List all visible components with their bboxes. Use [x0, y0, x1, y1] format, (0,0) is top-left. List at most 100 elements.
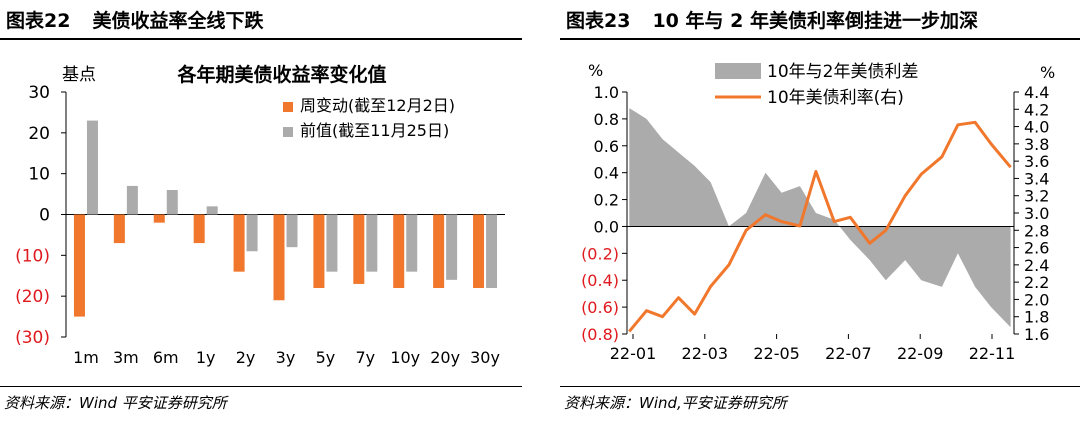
spread-right-tick-label: 2.2: [1024, 273, 1049, 292]
bar-y-unit-label: 基点: [62, 65, 96, 85]
bar-previous-value: [286, 214, 298, 248]
bar-legend-swatch: [283, 127, 293, 137]
spread-left-tick-label: (0.6): [581, 298, 619, 317]
spread-left-unit-label: %: [588, 61, 603, 80]
bar-previous-value: [166, 190, 178, 215]
left-bottom-rule: [0, 386, 522, 387]
bar-x-tick-label: 7y: [355, 348, 375, 367]
bar-weekly-change: [273, 214, 285, 301]
right-bottom-rule: [560, 386, 1080, 387]
spread-area-series: [629, 108, 1011, 328]
left-top-rule: [0, 38, 522, 40]
bar-legend-label: 前值(截至11月25日): [300, 121, 449, 140]
bar-previous-value: [86, 120, 98, 215]
bar-x-tick-label: 1m: [73, 348, 99, 367]
spread-right-tick-label: 4.0: [1024, 118, 1049, 137]
spread-right-tick-label: 2.8: [1024, 221, 1049, 240]
left-source-note: 资料来源：Wind 平安证券研究所: [4, 394, 227, 412]
bar-weekly-change: [473, 214, 485, 288]
bar-x-tick-label: 20y: [430, 348, 460, 367]
bar-weekly-change: [113, 214, 125, 244]
right-source-note: 资料来源：Wind,平安证券研究所: [564, 394, 787, 412]
bar-weekly-change: [313, 214, 325, 288]
left-header: 图表22 美债收益率全线下跌: [6, 6, 263, 33]
bar-legend-label: 周变动(截至12月2日): [300, 96, 455, 115]
bar-previous-value: [206, 206, 218, 215]
spread-left-tick-label: 1.0: [594, 83, 619, 102]
bar-previous-value: [326, 214, 338, 272]
left-figure-title: 美债收益率全线下跌: [92, 10, 264, 32]
spread-right-tick-label: 1.8: [1024, 308, 1049, 327]
spread-right-tick-label: 3.0: [1024, 204, 1049, 223]
bar-previous-value: [406, 214, 418, 272]
bar-chart: 30 20 10 0 (10) (20) (30) 基点 各年期美债收益率变化值周变动(截至12…: [15, 63, 505, 367]
spread-left-tick-label: (0.4): [581, 271, 619, 290]
spread-right-tick-label: 3.2: [1024, 187, 1049, 206]
spread-left-tick-label: 0.6: [594, 137, 619, 156]
spread-right-tick-label: 2.0: [1024, 290, 1049, 309]
left-figure-number: 图表22: [6, 10, 71, 32]
spread-legend-label-line: 10年美债利率(右): [767, 88, 904, 108]
bar-chart-title: 各年期美债收益率变化值: [176, 63, 386, 86]
right-figure-number: 图表23: [566, 10, 631, 32]
bar-previous-value: [446, 214, 458, 280]
bar-x-tick-label: 5y: [316, 348, 336, 367]
bar-x-tick-label: 3m: [113, 348, 139, 367]
spread-right-tick-label: 2.6: [1024, 239, 1049, 258]
bar-previous-value: [126, 185, 138, 215]
spread-right-tick-label: 3.4: [1024, 169, 1049, 188]
bar-weekly-change: [353, 214, 365, 284]
left-panel: 图表22 美债收益率全线下跌 30 20 10 0 (10) (20) (30) 基点 各年期美债…: [0, 0, 522, 425]
bar-x-tick-label: 1y: [196, 348, 216, 367]
spread-right-tick-label: 3.6: [1024, 152, 1049, 171]
bar-y-tick-label: 20: [28, 124, 50, 144]
spread-x-tick-label: 22-03: [682, 344, 729, 363]
right-panel: 图表23 10 年与 2 年美债利率倒挂进一步加深 1.0 0.8 0.6 0.4 0.2…: [560, 0, 1080, 425]
bar-weekly-change: [233, 214, 245, 272]
spread-right-tick-label: 4.2: [1024, 100, 1049, 119]
bar-y-tick-label: 10: [28, 165, 50, 185]
bar-x-tick-label: 3y: [276, 348, 296, 367]
bar-weekly-change: [153, 214, 165, 223]
yield-line-series: [628, 120, 1012, 333]
spread-legend-swatch-area: [715, 63, 761, 79]
spread-left-tick-label: 0.8: [594, 110, 619, 129]
spread-right-tick-label: 1.6: [1024, 325, 1049, 344]
spread-left-tick-label: 0.0: [594, 217, 619, 236]
spread-x-tick-label: 22-11: [969, 344, 1016, 363]
bar-weekly-change: [433, 214, 445, 288]
bar-y-tick-label: (30): [15, 328, 50, 348]
bar-weekly-change: [73, 214, 85, 317]
right-figure-title: 10 年与 2 年美债利率倒挂进一步加深: [652, 10, 978, 32]
spread-x-tick-label: 22-05: [753, 344, 800, 363]
spread-legend-label-area: 10年与2年美债利差: [767, 62, 918, 82]
bar-y-tick-label: 30: [28, 83, 50, 103]
bar-x-tick-label: 30y: [470, 348, 500, 367]
bar-y-tick-label: (10): [15, 246, 50, 266]
bar-y-tick-label: (20): [15, 287, 50, 307]
bar-x-tick-label: 2y: [236, 348, 256, 367]
spread-left-tick-label: (0.2): [581, 244, 619, 263]
spread-right-tick-label: 4.4: [1024, 83, 1049, 102]
spread-x-tick-label: 22-09: [897, 344, 944, 363]
spread-x-tick-label: 22-01: [610, 344, 657, 363]
right-top-rule: [560, 38, 1080, 40]
spread-right-tick-label: 2.4: [1024, 256, 1049, 275]
right-header: 图表23 10 年与 2 年美债利率倒挂进一步加深: [566, 6, 978, 33]
bar-y-tick-label: 0: [39, 206, 50, 226]
bar-weekly-change: [193, 214, 205, 244]
bar-weekly-change: [393, 214, 405, 288]
spread-left-tick-label: 0.2: [594, 191, 619, 210]
bar-x-tick-label: 6m: [153, 348, 179, 367]
bar-previous-value: [486, 214, 498, 288]
spread-left-tick-label: 0.4: [594, 164, 619, 183]
spread-left-tick-label: (0.8): [581, 325, 619, 344]
spread-line-chart: 1.00.80.60.40.20.0(0.2)(0.4)(0.6)(0.8)%4…: [581, 61, 1055, 363]
bar-legend-swatch: [283, 102, 293, 112]
bar-previous-value: [366, 214, 378, 272]
spread-x-tick-label: 22-07: [825, 344, 872, 363]
bar-previous-value: [246, 214, 258, 252]
bar-x-tick-label: 10y: [390, 348, 420, 367]
spread-right-tick-label: 3.8: [1024, 135, 1049, 154]
spread-right-unit-label: %: [1040, 63, 1055, 82]
